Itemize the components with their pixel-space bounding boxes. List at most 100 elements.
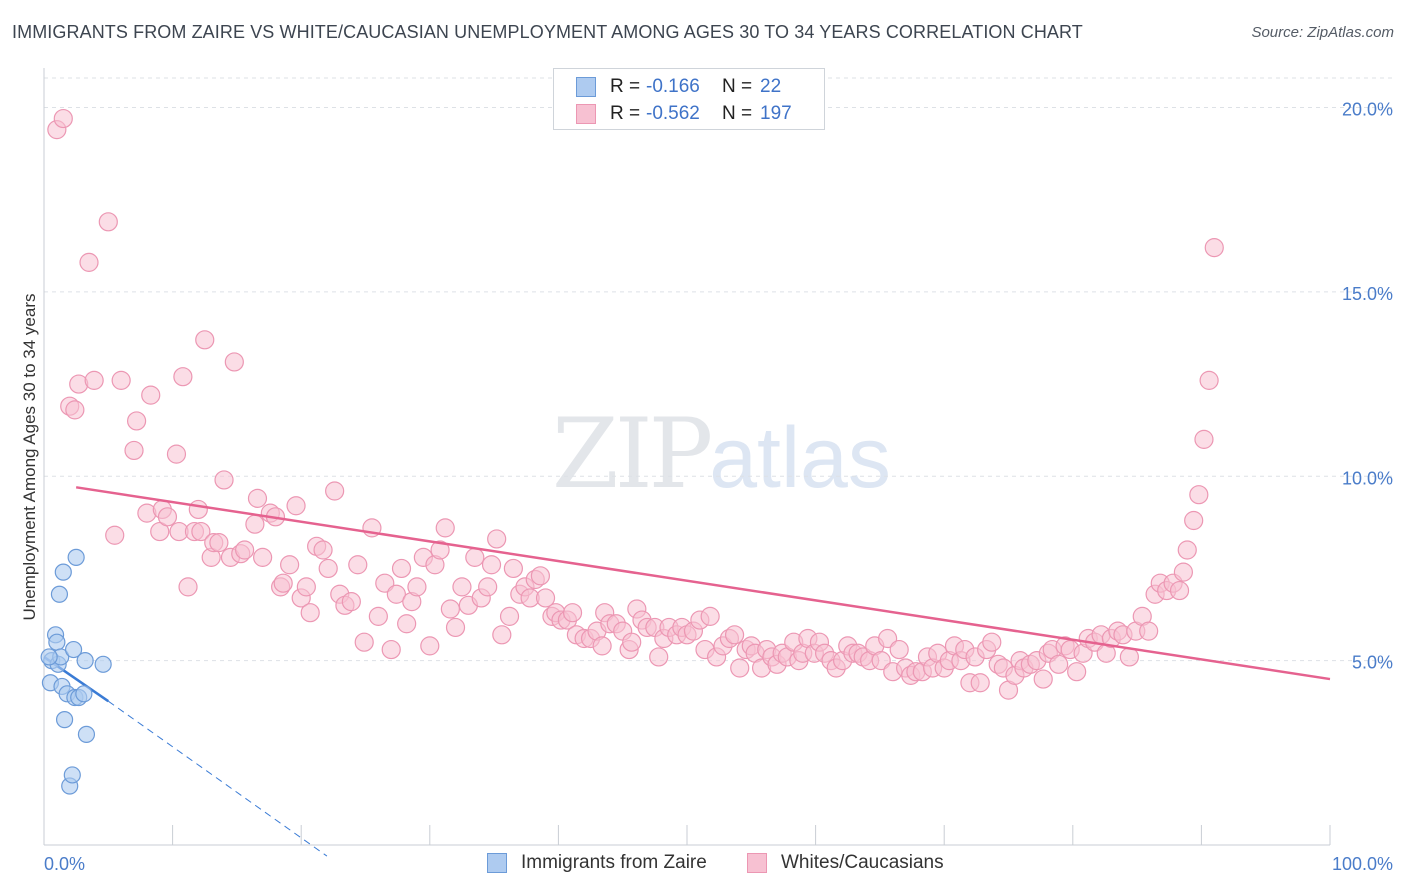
data-point-white	[562, 603, 583, 623]
data-point-zaire	[94, 655, 112, 673]
data-point-white	[1194, 429, 1214, 449]
legend-swatch-white	[576, 104, 596, 124]
data-point-white	[53, 108, 73, 129]
data-point-white	[407, 577, 427, 597]
correlation-legend: R = -0.166 N = 22 R = -0.562 N = 197	[553, 68, 825, 130]
legend-n-label: N =	[722, 76, 753, 97]
data-point-white	[157, 507, 178, 527]
data-point-white	[84, 370, 104, 390]
data-point-white	[286, 496, 306, 516]
data-point-white	[195, 330, 215, 350]
data-point-white	[235, 540, 255, 560]
source-label: Source: ZipAtlas.com	[1251, 24, 1394, 41]
data-point-white	[970, 673, 990, 693]
watermark: ZIPatlas	[552, 398, 891, 510]
data-point-white	[354, 632, 374, 652]
data-point-white	[622, 632, 642, 652]
data-point-white	[1177, 540, 1197, 560]
data-point-white	[245, 514, 265, 534]
data-point-white	[79, 252, 99, 272]
data-point-white	[481, 555, 502, 575]
data-point-zaire	[75, 685, 93, 703]
data-point-white	[445, 617, 466, 638]
legend-item-white[interactable]: Whites/Caucasians	[747, 852, 944, 874]
data-point-white	[889, 639, 909, 660]
legend-r-label: R =	[610, 76, 641, 97]
data-point-white	[214, 470, 234, 490]
data-point-white	[592, 636, 612, 656]
data-point-white	[98, 212, 118, 232]
legend-n-value: 197	[760, 103, 792, 124]
axes	[43, 68, 1331, 846]
y-tick-label: 20.0%	[1342, 100, 1393, 120]
data-point-white	[178, 577, 198, 597]
data-point-white	[273, 573, 293, 593]
y-tick-label: 5.0%	[1352, 653, 1393, 673]
data-point-white	[1033, 669, 1053, 689]
whites-caucasians-points	[47, 108, 1224, 700]
data-point-white	[280, 555, 300, 575]
data-point-white	[381, 639, 401, 660]
data-point-zaire	[50, 585, 69, 603]
legend-n-label: N =	[722, 103, 753, 124]
data-point-white	[348, 555, 368, 575]
data-point-white	[300, 603, 320, 623]
data-point-white	[368, 606, 388, 626]
data-point-white	[452, 577, 472, 597]
data-point-white	[730, 658, 750, 678]
data-point-white	[253, 547, 273, 567]
series-legend: Immigrants from Zaire Whites/Caucasians	[0, 852, 1406, 878]
data-point-white	[126, 411, 147, 431]
trend-line-zaire-extension	[108, 700, 328, 857]
trend-lines	[43, 486, 1331, 857]
data-point-white	[430, 540, 450, 560]
data-point-white	[166, 444, 187, 464]
data-point-zaire	[54, 563, 72, 581]
data-point-white	[1169, 580, 1190, 601]
trend-line-white	[75, 486, 1331, 681]
data-point-white	[724, 625, 745, 645]
data-point-zaire	[48, 633, 66, 651]
legend-n-value: 22	[760, 76, 782, 97]
chart-title: IMMIGRANTS FROM ZAIRE VS WHITE/CAUCASIAN…	[12, 22, 1083, 42]
y-axis-label: Unemployment Among Ages 30 to 34 years	[20, 293, 39, 621]
data-point-white	[492, 625, 512, 645]
data-point-white	[296, 577, 316, 597]
watermark-zip: ZIP	[552, 398, 713, 510]
data-point-white	[173, 367, 193, 387]
data-point-white	[188, 499, 208, 520]
data-point-white	[375, 573, 395, 593]
data-point-white	[386, 584, 406, 604]
data-point-white	[1049, 654, 1069, 674]
legend-swatch-zaire	[487, 853, 507, 873]
legend-swatch-zaire	[576, 77, 596, 97]
legend-item-zaire[interactable]: Immigrants from Zaire	[487, 852, 707, 874]
data-point-white	[499, 606, 520, 626]
data-point-white	[397, 614, 417, 634]
data-point-white	[191, 521, 211, 542]
data-point-white	[478, 577, 498, 597]
legend-label-white: Whites/Caucasians	[781, 852, 944, 873]
data-point-zaire	[63, 766, 81, 784]
legend-label-zaire: Immigrants from Zaire	[521, 852, 707, 873]
data-point-white	[487, 529, 507, 549]
data-point-white	[313, 540, 333, 560]
x-tick-label: 0.0%	[44, 854, 85, 874]
data-point-white	[982, 632, 1002, 652]
data-point-white	[224, 352, 244, 372]
zaire-points	[40, 548, 112, 795]
data-point-white	[1199, 370, 1219, 390]
data-point-white	[440, 599, 460, 619]
data-point-zaire	[67, 548, 85, 566]
legend-row-white: R = -0.562 N = 197	[576, 102, 792, 126]
data-point-white	[465, 547, 485, 567]
data-point-white	[124, 440, 144, 461]
data-point-white	[325, 481, 345, 501]
legend-r-label: R =	[610, 103, 641, 124]
y-tick-label: 15.0%	[1342, 284, 1393, 304]
data-point-white	[1067, 662, 1087, 682]
data-point-white	[111, 370, 131, 390]
data-point-white	[649, 647, 669, 667]
data-point-zaire	[64, 640, 83, 659]
data-point-white	[535, 588, 556, 608]
